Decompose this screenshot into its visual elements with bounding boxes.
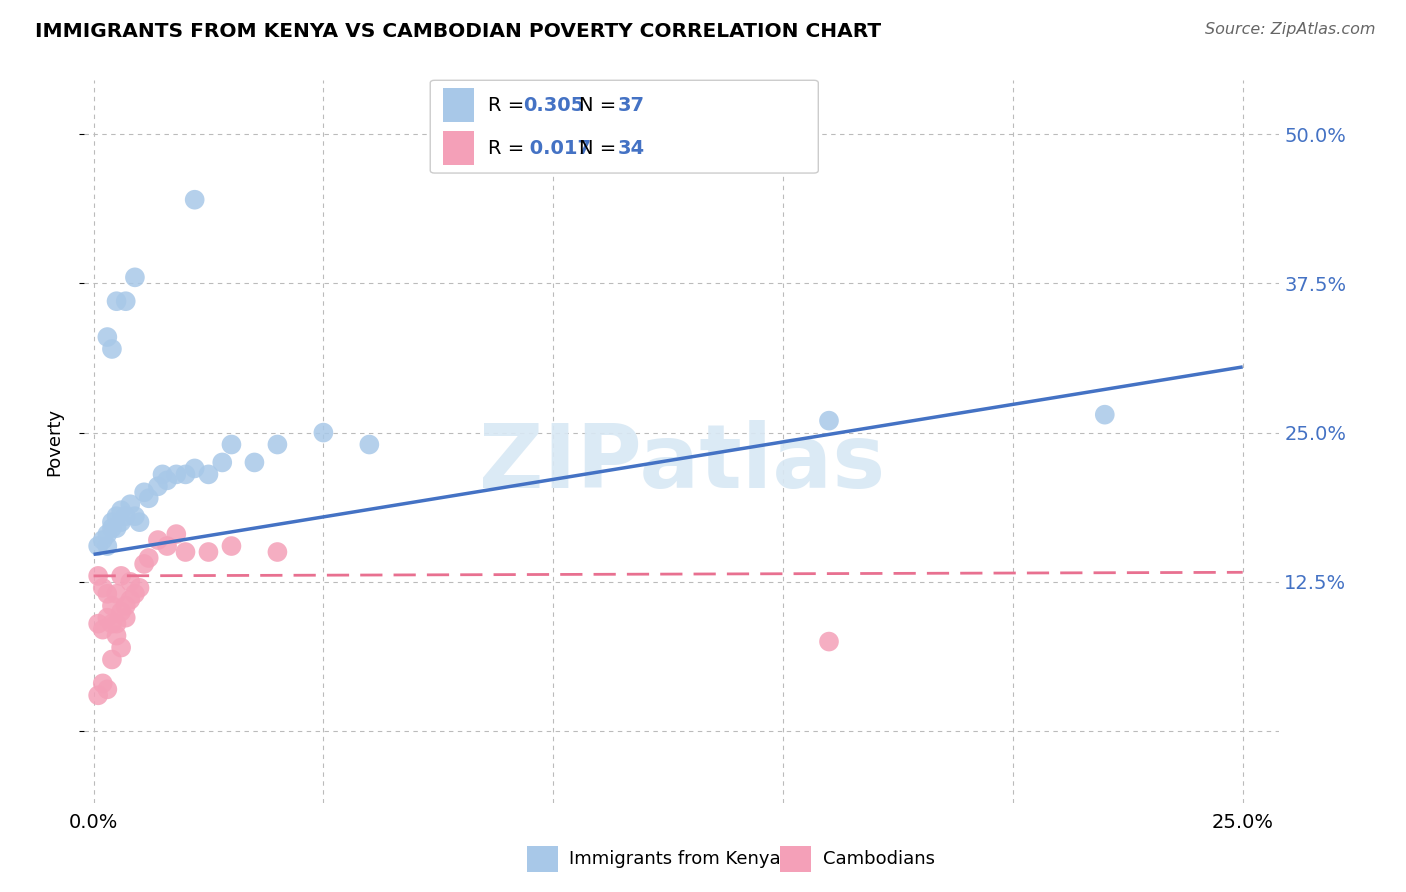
Point	[105, 587, 128, 601]
Point	[128, 515, 150, 529]
Point	[312, 425, 335, 440]
Point	[174, 467, 197, 482]
Text: ZIPatlas: ZIPatlas	[479, 420, 884, 507]
Point	[156, 474, 179, 488]
Point	[124, 509, 146, 524]
Text: N =: N =	[579, 138, 623, 158]
Point	[91, 533, 114, 547]
Text: R =: R =	[488, 138, 530, 158]
Text: 0.305: 0.305	[523, 95, 585, 115]
Point	[221, 437, 243, 451]
Point	[105, 616, 128, 631]
Point	[152, 467, 174, 482]
Point	[132, 485, 156, 500]
Point	[243, 455, 266, 469]
Point	[101, 616, 124, 631]
Point	[91, 623, 114, 637]
Text: 37: 37	[617, 95, 644, 115]
Point	[114, 294, 136, 309]
Point	[183, 193, 205, 207]
Point	[197, 467, 219, 482]
Point	[96, 587, 118, 601]
Point	[91, 581, 114, 595]
Point	[138, 551, 160, 566]
Point	[96, 610, 118, 624]
Point	[91, 676, 114, 690]
Point	[114, 509, 136, 524]
Point	[818, 634, 841, 648]
Point	[87, 616, 110, 631]
Point	[132, 557, 156, 571]
Text: IMMIGRANTS FROM KENYA VS CAMBODIAN POVERTY CORRELATION CHART: IMMIGRANTS FROM KENYA VS CAMBODIAN POVER…	[35, 22, 882, 41]
Point	[359, 437, 381, 451]
Text: 34: 34	[617, 138, 644, 158]
Point	[105, 509, 128, 524]
Point	[114, 599, 136, 613]
Point	[110, 605, 132, 619]
Point	[101, 652, 124, 666]
Point	[120, 592, 142, 607]
Point	[96, 682, 118, 697]
Point	[110, 515, 132, 529]
Point	[101, 599, 124, 613]
Point	[101, 515, 124, 529]
Point	[105, 294, 128, 309]
Point	[818, 414, 841, 428]
Point	[105, 629, 128, 643]
Point	[120, 497, 142, 511]
Text: Cambodians: Cambodians	[823, 850, 935, 868]
Point	[165, 527, 187, 541]
Point	[101, 342, 124, 356]
Text: Source: ZipAtlas.com: Source: ZipAtlas.com	[1205, 22, 1375, 37]
Point	[1094, 408, 1116, 422]
Point	[138, 491, 160, 506]
Point	[110, 503, 132, 517]
Point	[124, 587, 146, 601]
Point	[266, 545, 288, 559]
Point	[146, 479, 169, 493]
Point	[221, 539, 243, 553]
Point	[96, 527, 118, 541]
Point	[96, 330, 118, 344]
Point	[128, 581, 150, 595]
Text: N =: N =	[579, 95, 623, 115]
Point	[183, 461, 205, 475]
Point	[96, 539, 118, 553]
Point	[146, 533, 169, 547]
Point	[114, 610, 136, 624]
Point	[87, 569, 110, 583]
Point	[165, 467, 187, 482]
Point	[110, 569, 132, 583]
Point	[197, 545, 219, 559]
Y-axis label: Poverty: Poverty	[45, 408, 63, 475]
Point	[211, 455, 233, 469]
Text: 0.017: 0.017	[523, 138, 591, 158]
Point	[156, 539, 179, 553]
Point	[174, 545, 197, 559]
Point	[87, 539, 110, 553]
Point	[87, 689, 110, 703]
Text: Immigrants from Kenya: Immigrants from Kenya	[569, 850, 782, 868]
Point	[120, 574, 142, 589]
Point	[110, 640, 132, 655]
Point	[266, 437, 288, 451]
Text: R =: R =	[488, 95, 530, 115]
Point	[124, 270, 146, 285]
Point	[101, 521, 124, 535]
Point	[105, 521, 128, 535]
